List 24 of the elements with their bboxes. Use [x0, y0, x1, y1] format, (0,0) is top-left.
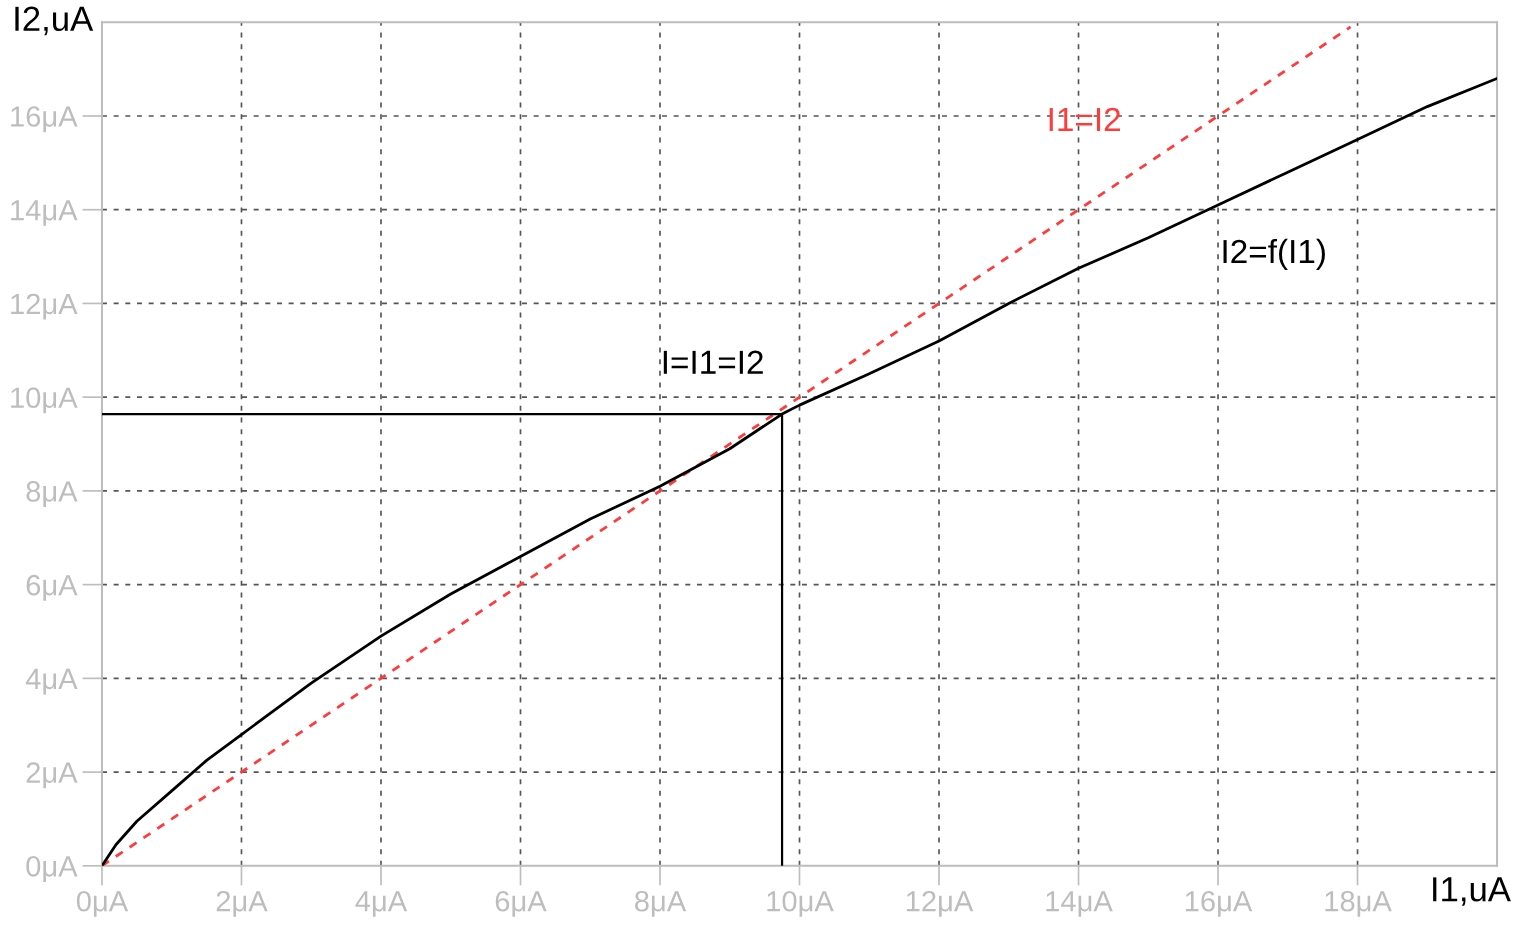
x-tick-label: 16μA: [1185, 890, 1253, 917]
x-tick-label: 18μA: [1325, 890, 1392, 917]
y-tick-label: 2μA: [26, 762, 78, 789]
annotation: I=I1=I2: [663, 350, 763, 374]
y-tick-label: 6μA: [26, 574, 78, 601]
y-tick-label: 16μA: [11, 106, 78, 133]
x-tick-label: 12μA: [906, 890, 974, 917]
x-tick-label: 10μA: [767, 890, 834, 917]
x-tick-label: 8μA: [635, 890, 687, 917]
y-tick-label: 8μA: [26, 481, 78, 508]
x-tick-label: 4μA: [355, 891, 408, 917]
series-label: I1=I2: [1049, 107, 1121, 131]
y-axis-title: I2,uA: [15, 6, 94, 36]
y-tick-label: 12μA: [11, 293, 78, 320]
x-tick-label: 6μA: [495, 890, 547, 917]
x-tick-label: 0μA: [76, 890, 129, 917]
x-tick-label: 2μA: [216, 890, 268, 917]
y-tick-label: 4μA: [25, 668, 78, 695]
x-tick-label: 14μA: [1046, 891, 1113, 917]
y-tick-label: 14μA: [11, 200, 78, 226]
series-label: I2=f(I1): [1223, 238, 1325, 270]
x-axis-title: I1,uA: [1433, 877, 1511, 906]
y-tick-label: 10μA: [11, 387, 78, 414]
y-tick-label: 0μA: [26, 856, 78, 882]
